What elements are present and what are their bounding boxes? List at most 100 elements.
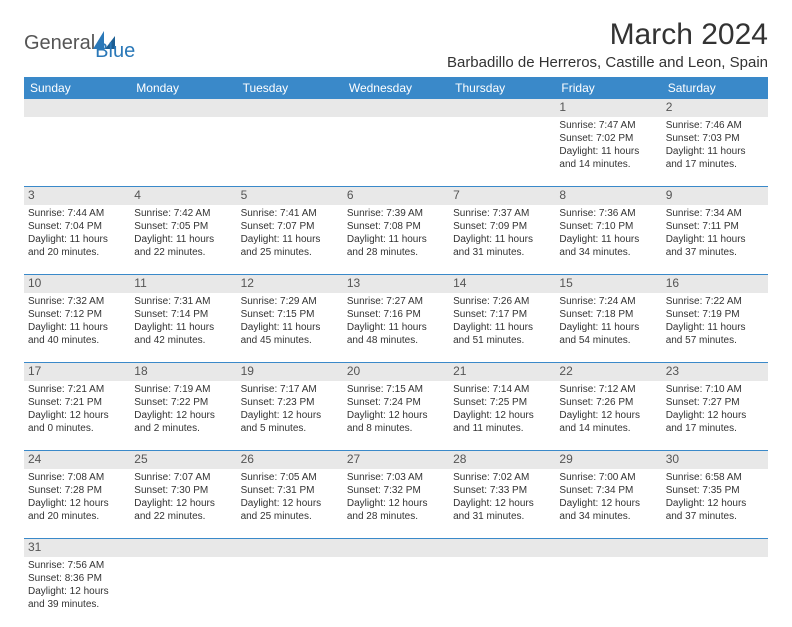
daylight-text: Daylight: 11 hours [347, 233, 445, 246]
day-cell: Sunrise: 7:22 AMSunset: 7:19 PMDaylight:… [662, 293, 768, 363]
sunset-text: Sunset: 7:03 PM [666, 132, 764, 145]
sunrise-text: Sunrise: 7:47 AM [559, 119, 657, 132]
week-row: Sunrise: 7:08 AMSunset: 7:28 PMDaylight:… [24, 469, 768, 539]
daylight-text: and 17 minutes. [666, 158, 764, 171]
day-number-cell: 19 [237, 363, 343, 381]
daylight-text: Daylight: 11 hours [453, 321, 551, 334]
day-cell: Sunrise: 7:47 AMSunset: 7:02 PMDaylight:… [555, 117, 661, 187]
daylight-text: Daylight: 11 hours [559, 145, 657, 158]
day-number-cell: 23 [662, 363, 768, 381]
day-cell: Sunrise: 7:05 AMSunset: 7:31 PMDaylight:… [237, 469, 343, 539]
sunrise-text: Sunrise: 7:41 AM [241, 207, 339, 220]
week-row: Sunrise: 7:21 AMSunset: 7:21 PMDaylight:… [24, 381, 768, 451]
daylight-text: Daylight: 11 hours [666, 321, 764, 334]
day-number-cell: 15 [555, 275, 661, 293]
daylight-text: and 8 minutes. [347, 422, 445, 435]
daylight-text: and 20 minutes. [28, 510, 126, 523]
daylight-text: and 2 minutes. [134, 422, 232, 435]
sunrise-text: Sunrise: 7:34 AM [666, 207, 764, 220]
day-cell: Sunrise: 7:08 AMSunset: 7:28 PMDaylight:… [24, 469, 130, 539]
sunset-text: Sunset: 7:33 PM [453, 484, 551, 497]
sunrise-text: Sunrise: 7:42 AM [134, 207, 232, 220]
day-cell: Sunrise: 7:03 AMSunset: 7:32 PMDaylight:… [343, 469, 449, 539]
day-content: Sunrise: 7:56 AMSunset: 8:36 PMDaylight:… [28, 559, 126, 611]
day-cell: Sunrise: 7:07 AMSunset: 7:30 PMDaylight:… [130, 469, 236, 539]
day-cell: Sunrise: 7:56 AMSunset: 8:36 PMDaylight:… [24, 557, 130, 627]
day-number-cell: 3 [24, 187, 130, 205]
daylight-text: and 34 minutes. [559, 246, 657, 259]
week-row: Sunrise: 7:32 AMSunset: 7:12 PMDaylight:… [24, 293, 768, 363]
day-number-row: 3456789 [24, 187, 768, 205]
logo-text-blue: Blue [95, 40, 135, 63]
day-number-cell: 17 [24, 363, 130, 381]
weekday-header: Friday [555, 77, 661, 99]
sunrise-text: Sunrise: 7:14 AM [453, 383, 551, 396]
week-row: Sunrise: 7:44 AMSunset: 7:04 PMDaylight:… [24, 205, 768, 275]
weekday-header: Wednesday [343, 77, 449, 99]
day-cell: Sunrise: 7:17 AMSunset: 7:23 PMDaylight:… [237, 381, 343, 451]
day-cell [555, 557, 661, 627]
daylight-text: and 28 minutes. [347, 246, 445, 259]
week-row: Sunrise: 7:47 AMSunset: 7:02 PMDaylight:… [24, 117, 768, 187]
sunset-text: Sunset: 7:21 PM [28, 396, 126, 409]
day-cell [449, 117, 555, 187]
day-number-row: 12 [24, 99, 768, 117]
sunset-text: Sunset: 7:34 PM [559, 484, 657, 497]
sunset-text: Sunset: 7:32 PM [347, 484, 445, 497]
day-cell [662, 557, 768, 627]
day-number-cell: 22 [555, 363, 661, 381]
day-content: Sunrise: 7:46 AMSunset: 7:03 PMDaylight:… [666, 119, 764, 171]
daylight-text: Daylight: 12 hours [241, 497, 339, 510]
daylight-text: and 22 minutes. [134, 246, 232, 259]
daylight-text: and 54 minutes. [559, 334, 657, 347]
location-text: Barbadillo de Herreros, Castille and Leo… [447, 54, 768, 71]
day-cell: Sunrise: 7:29 AMSunset: 7:15 PMDaylight:… [237, 293, 343, 363]
page-title: March 2024 [447, 18, 768, 52]
weekday-header-row: Sunday Monday Tuesday Wednesday Thursday… [24, 77, 768, 99]
sunset-text: Sunset: 7:18 PM [559, 308, 657, 321]
day-content: Sunrise: 7:07 AMSunset: 7:30 PMDaylight:… [134, 471, 232, 523]
sunrise-text: Sunrise: 7:37 AM [453, 207, 551, 220]
daylight-text: and 42 minutes. [134, 334, 232, 347]
weekday-header: Sunday [24, 77, 130, 99]
logo-text-general: General [24, 32, 95, 55]
day-content: Sunrise: 7:17 AMSunset: 7:23 PMDaylight:… [241, 383, 339, 435]
sunrise-text: Sunrise: 7:15 AM [347, 383, 445, 396]
day-number-cell [662, 539, 768, 557]
day-cell: Sunrise: 7:12 AMSunset: 7:26 PMDaylight:… [555, 381, 661, 451]
daylight-text: and 0 minutes. [28, 422, 126, 435]
day-content: Sunrise: 7:14 AMSunset: 7:25 PMDaylight:… [453, 383, 551, 435]
daylight-text: and 39 minutes. [28, 598, 126, 611]
day-cell: Sunrise: 7:21 AMSunset: 7:21 PMDaylight:… [24, 381, 130, 451]
day-number-cell: 21 [449, 363, 555, 381]
day-number-cell: 1 [555, 99, 661, 117]
day-number-cell [130, 99, 236, 117]
sunset-text: Sunset: 7:07 PM [241, 220, 339, 233]
daylight-text: Daylight: 12 hours [28, 409, 126, 422]
day-cell: Sunrise: 7:15 AMSunset: 7:24 PMDaylight:… [343, 381, 449, 451]
daylight-text: Daylight: 12 hours [453, 497, 551, 510]
daylight-text: Daylight: 11 hours [666, 145, 764, 158]
day-cell: Sunrise: 6:58 AMSunset: 7:35 PMDaylight:… [662, 469, 768, 539]
daylight-text: Daylight: 12 hours [666, 497, 764, 510]
day-cell [237, 557, 343, 627]
sunset-text: Sunset: 7:23 PM [241, 396, 339, 409]
day-content: Sunrise: 7:44 AMSunset: 7:04 PMDaylight:… [28, 207, 126, 259]
day-cell [130, 117, 236, 187]
daylight-text: Daylight: 12 hours [241, 409, 339, 422]
daylight-text: Daylight: 12 hours [28, 497, 126, 510]
day-content: Sunrise: 7:41 AMSunset: 7:07 PMDaylight:… [241, 207, 339, 259]
day-content: Sunrise: 7:19 AMSunset: 7:22 PMDaylight:… [134, 383, 232, 435]
sunrise-text: Sunrise: 7:21 AM [28, 383, 126, 396]
daylight-text: and 48 minutes. [347, 334, 445, 347]
daylight-text: Daylight: 11 hours [241, 321, 339, 334]
day-number-cell [237, 539, 343, 557]
day-number-row: 10111213141516 [24, 275, 768, 293]
sunset-text: Sunset: 7:28 PM [28, 484, 126, 497]
sunrise-text: Sunrise: 7:44 AM [28, 207, 126, 220]
daylight-text: Daylight: 11 hours [134, 321, 232, 334]
daylight-text: and 22 minutes. [134, 510, 232, 523]
day-cell: Sunrise: 7:00 AMSunset: 7:34 PMDaylight:… [555, 469, 661, 539]
sunrise-text: Sunrise: 7:05 AM [241, 471, 339, 484]
day-number-cell: 7 [449, 187, 555, 205]
